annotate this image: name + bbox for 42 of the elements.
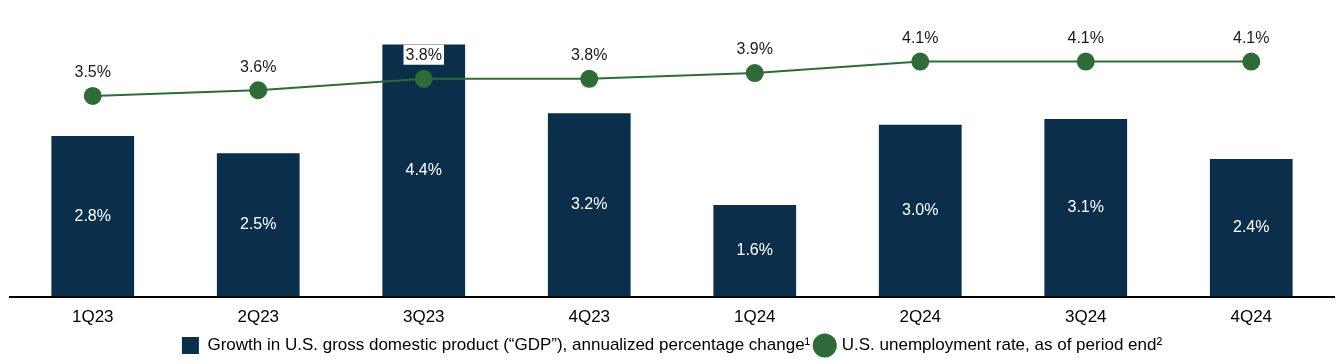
bar bbox=[713, 204, 797, 297]
data-label: 2.4% bbox=[1233, 218, 1270, 236]
point bbox=[83, 86, 102, 105]
x-tick-label: 2Q23 bbox=[237, 307, 280, 327]
bar bbox=[547, 113, 631, 297]
x-tick-label: 3Q23 bbox=[402, 307, 445, 327]
bar bbox=[878, 124, 962, 297]
x-tick-label: 2Q24 bbox=[899, 307, 942, 327]
legend-label: Growth in U.S. gross domestic product (“GDP”), annualized percentage change¹ bbox=[207, 335, 811, 355]
data-label: 4.1% bbox=[902, 28, 939, 46]
data-label: 3.2% bbox=[571, 195, 608, 213]
data-label: 3.8% bbox=[571, 46, 608, 64]
x-tick-label: 1Q23 bbox=[71, 307, 114, 327]
data-label: 3.5% bbox=[74, 63, 111, 81]
x-tick-label: 4Q24 bbox=[1230, 307, 1273, 327]
data-label: 3.0% bbox=[902, 201, 939, 219]
point bbox=[580, 69, 599, 88]
x-tick-label: 1Q24 bbox=[733, 307, 776, 327]
point bbox=[911, 52, 930, 71]
data-label: 3.8% bbox=[405, 46, 442, 64]
point bbox=[1242, 52, 1261, 71]
point bbox=[1076, 52, 1095, 71]
point bbox=[414, 69, 433, 88]
data-label: 4.1% bbox=[1233, 28, 1270, 46]
point bbox=[249, 81, 268, 100]
data-label: 3.9% bbox=[736, 40, 773, 58]
data-label: 4.1% bbox=[1067, 28, 1104, 46]
data-label: 3.6% bbox=[240, 57, 277, 75]
bar bbox=[216, 153, 300, 297]
bar bbox=[51, 136, 135, 297]
bar bbox=[382, 44, 466, 297]
data-label: 2.5% bbox=[240, 215, 277, 233]
data-label: 3.1% bbox=[1067, 198, 1104, 216]
bar bbox=[1044, 118, 1128, 297]
point bbox=[745, 64, 764, 83]
data-label: 1.6% bbox=[736, 241, 773, 259]
x-tick-label: 4Q23 bbox=[568, 307, 611, 327]
legend-label: U.S. unemployment rate, as of period end² bbox=[841, 335, 1163, 355]
data-label: 4.4% bbox=[405, 160, 442, 178]
x-tick-label: 3Q24 bbox=[1064, 307, 1107, 327]
bar bbox=[1209, 159, 1293, 297]
data-label: 2.8% bbox=[74, 206, 111, 224]
